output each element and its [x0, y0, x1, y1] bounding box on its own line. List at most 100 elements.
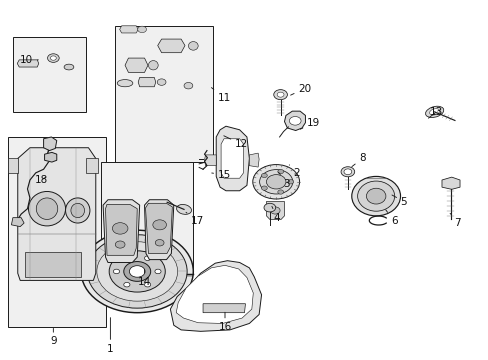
- Text: 16: 16: [218, 312, 231, 332]
- Polygon shape: [266, 202, 284, 220]
- Polygon shape: [138, 77, 156, 87]
- Ellipse shape: [36, 198, 58, 220]
- Text: 17: 17: [185, 212, 203, 226]
- Ellipse shape: [252, 165, 299, 199]
- Ellipse shape: [117, 80, 133, 87]
- Ellipse shape: [65, 198, 90, 223]
- Text: 18: 18: [35, 175, 48, 185]
- Text: 20: 20: [290, 84, 311, 95]
- Polygon shape: [284, 111, 305, 131]
- Text: 4: 4: [271, 206, 280, 222]
- Polygon shape: [203, 304, 245, 313]
- Polygon shape: [204, 155, 216, 166]
- Ellipse shape: [261, 173, 267, 177]
- Polygon shape: [103, 200, 140, 262]
- Ellipse shape: [366, 188, 385, 204]
- Polygon shape: [216, 126, 249, 191]
- Ellipse shape: [47, 54, 59, 62]
- Polygon shape: [170, 261, 261, 331]
- Polygon shape: [145, 203, 172, 253]
- Text: 3: 3: [278, 172, 289, 189]
- Ellipse shape: [270, 207, 280, 214]
- Ellipse shape: [113, 269, 120, 274]
- Text: 15: 15: [211, 170, 230, 180]
- Text: 12: 12: [224, 136, 247, 149]
- Polygon shape: [25, 252, 81, 277]
- Text: 9: 9: [50, 328, 57, 346]
- Ellipse shape: [351, 176, 400, 216]
- Ellipse shape: [115, 241, 125, 248]
- Text: 11: 11: [211, 87, 230, 103]
- Text: 14: 14: [138, 269, 151, 287]
- Ellipse shape: [50, 56, 56, 60]
- Text: 7: 7: [449, 213, 460, 228]
- Bar: [115, 26, 212, 162]
- Polygon shape: [18, 148, 96, 280]
- Polygon shape: [441, 177, 459, 189]
- Ellipse shape: [87, 235, 187, 308]
- Ellipse shape: [429, 109, 439, 115]
- Ellipse shape: [144, 256, 150, 261]
- Bar: [8, 137, 105, 327]
- Ellipse shape: [81, 230, 193, 313]
- Ellipse shape: [123, 256, 130, 261]
- Ellipse shape: [109, 251, 165, 292]
- Ellipse shape: [289, 117, 301, 125]
- Ellipse shape: [277, 170, 283, 174]
- Text: 19: 19: [300, 118, 320, 129]
- Ellipse shape: [148, 60, 158, 70]
- Ellipse shape: [340, 167, 354, 177]
- Polygon shape: [17, 60, 39, 67]
- Polygon shape: [176, 265, 253, 323]
- Polygon shape: [105, 204, 137, 255]
- Ellipse shape: [183, 82, 192, 89]
- Polygon shape: [43, 137, 57, 150]
- Ellipse shape: [273, 90, 287, 100]
- Text: 13: 13: [427, 107, 442, 118]
- Ellipse shape: [277, 190, 283, 194]
- Ellipse shape: [123, 262, 150, 282]
- Ellipse shape: [71, 203, 84, 218]
- Bar: [13, 37, 86, 112]
- Polygon shape: [11, 218, 24, 226]
- Ellipse shape: [155, 239, 163, 246]
- Text: 10: 10: [20, 55, 38, 65]
- Polygon shape: [44, 152, 57, 162]
- Ellipse shape: [144, 282, 150, 287]
- Ellipse shape: [157, 79, 165, 85]
- Text: 5: 5: [391, 195, 407, 207]
- Ellipse shape: [266, 175, 285, 189]
- Polygon shape: [125, 58, 148, 72]
- Polygon shape: [144, 200, 173, 260]
- Polygon shape: [158, 39, 184, 53]
- Text: 8: 8: [351, 153, 365, 167]
- Polygon shape: [8, 158, 18, 173]
- Ellipse shape: [277, 92, 284, 97]
- Ellipse shape: [153, 220, 166, 230]
- Text: 2: 2: [289, 165, 299, 178]
- Polygon shape: [249, 153, 259, 167]
- Polygon shape: [86, 158, 98, 173]
- Text: 6: 6: [385, 210, 397, 226]
- Ellipse shape: [176, 204, 191, 214]
- Ellipse shape: [28, 192, 65, 226]
- Polygon shape: [120, 26, 138, 33]
- Polygon shape: [221, 139, 243, 178]
- Ellipse shape: [264, 203, 275, 212]
- Ellipse shape: [261, 186, 267, 190]
- Ellipse shape: [138, 26, 146, 33]
- Ellipse shape: [97, 242, 177, 301]
- Ellipse shape: [123, 282, 130, 287]
- Bar: [101, 162, 193, 270]
- Ellipse shape: [155, 269, 161, 274]
- Text: 1: 1: [107, 318, 114, 354]
- Ellipse shape: [357, 181, 394, 211]
- Ellipse shape: [129, 266, 145, 277]
- Ellipse shape: [188, 41, 198, 50]
- Ellipse shape: [343, 169, 351, 175]
- Ellipse shape: [259, 170, 292, 194]
- Ellipse shape: [287, 180, 293, 184]
- Ellipse shape: [425, 106, 443, 117]
- Ellipse shape: [112, 223, 128, 234]
- Ellipse shape: [64, 64, 74, 70]
